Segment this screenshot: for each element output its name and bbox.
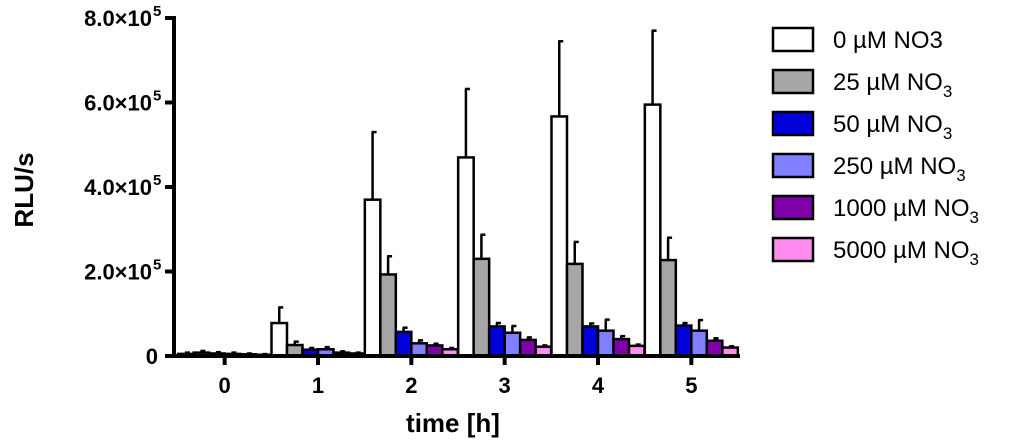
y-tick-exponent: 5: [153, 3, 161, 20]
x-tick-label: 0: [219, 373, 231, 398]
bar: [581, 325, 600, 358]
y-axis: 02.0×10 54.0×10 56.0×10 58.0×10 5: [84, 3, 176, 369]
bar: [550, 115, 569, 358]
bar: [363, 198, 382, 358]
legend-swatch: [771, 68, 815, 95]
legend-label: 25 µM NO3: [833, 69, 952, 101]
y-tick-label: 8.0×10: [84, 6, 152, 31]
legend-label: 250 µM NO3: [833, 153, 966, 185]
y-tick-label: 4.0×10: [84, 175, 152, 200]
bar: [596, 329, 615, 358]
y-tick-exponent: 5: [153, 257, 161, 274]
legend-label: 0 µM NO3: [833, 27, 943, 54]
bar: [643, 103, 662, 358]
y-axis-title: RLU/s: [9, 152, 39, 227]
bar: [674, 324, 693, 358]
x-tick-label: 3: [499, 373, 511, 398]
y-tick-label: 0: [146, 344, 158, 369]
legend-swatch: [771, 236, 815, 263]
y-tick-label: 6.0×10: [84, 91, 152, 116]
legend-swatch: [771, 26, 815, 53]
legend-label: 1000 µM NO3: [833, 195, 979, 227]
x-tick-label: 5: [685, 373, 697, 398]
y-tick-label: 2.0×10: [84, 260, 152, 285]
bar: [394, 330, 413, 358]
x-tick-label: 1: [312, 373, 324, 398]
x-tick-label: 4: [592, 373, 605, 398]
bar: [612, 337, 631, 358]
bars-layer: [176, 29, 740, 358]
bar: [456, 156, 475, 358]
bar: [472, 257, 491, 358]
y-tick-exponent: 5: [153, 172, 161, 189]
legend-swatch: [771, 152, 815, 179]
legend: 0 µM NO3 25 µM NO3 50 µM NO3 250 µM NO3 1000…: [771, 26, 979, 269]
legend-label: 5000 µM NO3: [833, 237, 979, 269]
bar: [705, 339, 724, 358]
legend-swatch: [771, 110, 815, 137]
x-axis-title: time [h]: [406, 408, 500, 438]
bar: [565, 262, 584, 358]
legend-label: 50 µM NO3: [833, 111, 952, 143]
bar: [270, 321, 289, 358]
x-tick-label: 2: [405, 373, 417, 398]
bar: [379, 273, 398, 358]
legend-swatch: [771, 194, 815, 221]
bar: [518, 338, 537, 358]
y-tick-exponent: 5: [153, 88, 161, 105]
bar: [659, 258, 678, 358]
bar: [487, 325, 506, 358]
bar: [503, 331, 522, 358]
bar: [690, 329, 709, 358]
x-axis: 0 1 2 3 4 5: [172, 354, 740, 398]
